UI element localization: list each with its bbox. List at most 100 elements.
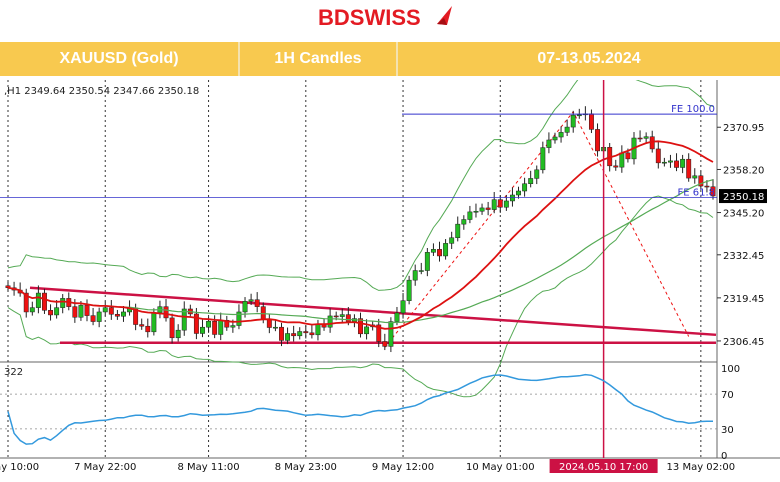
bull-candle [406,279,412,301]
brand-logo: BDSWISS [318,5,452,30]
bull-candle [102,307,108,313]
chart-background [0,80,717,482]
bear-candle [309,332,315,336]
bull-candle [455,223,461,238]
bear-candle [345,314,351,322]
moving-averages [7,140,714,330]
price-tick-label: 2319.45 [723,294,764,305]
time-marker-badge [549,459,658,473]
bull-candle [418,270,424,272]
bull-candle [467,211,473,220]
bull-candle [29,307,35,313]
bull-candle [364,326,370,335]
bear-candle [48,310,53,316]
bull-candle [400,300,406,314]
price-tick-label: 2306.45 [723,337,764,348]
bear-candle [595,129,600,152]
bear-candle [358,318,363,335]
bull-candle [206,320,212,328]
bear-candle [108,307,114,315]
price-tick-label: 2370.95 [723,123,764,134]
bull-candle [528,178,534,184]
fibo-level-label: FE 61.8 [677,188,715,199]
bull-candle [200,326,205,334]
time-tick-label: 13 May 02:00 [667,462,736,473]
bear-candle [139,324,145,327]
chart-banner: XAUUSD (Gold) 1H Candles 07-13.05.2024 [0,42,780,76]
bull-candle [552,136,558,141]
bear-candle [254,299,260,307]
bear-candle [23,292,29,313]
time-tick-label: 9 May 12:00 [372,462,434,473]
current-price-badge [719,189,767,204]
bull-candle [570,114,576,128]
date-range-label: 07-13.05.2024 [537,50,641,67]
bull-candle [35,292,41,308]
bull-candle [461,219,467,225]
timeframe-label: 1H Candles [274,50,362,67]
bear-candle [114,314,120,317]
bear-candle [145,325,151,333]
lower-band-line [7,195,714,398]
bear-candle [704,185,710,188]
bull-candle [297,331,303,337]
bull-candle [242,301,248,313]
bull-candle [473,210,479,213]
bear-candle [84,305,90,316]
time-tick-label: 8 May 23:00 [275,462,337,473]
bull-candle [680,158,686,168]
fast-ma-line [7,140,714,330]
envelope-bands [7,80,714,398]
bull-candle [412,270,418,281]
rsi-tick-label: 30 [721,425,734,436]
bear-candle [382,341,388,347]
chart-grid [0,80,780,459]
bull-candle [503,200,509,208]
bull-candle [248,299,254,302]
bull-candle [388,321,394,347]
price-tick-label: 2358.20 [723,165,764,176]
bull-candle [516,190,521,196]
banner-divider [238,42,240,76]
bull-candle [60,298,66,308]
bull-candle [424,252,430,271]
bull-candle [558,132,564,138]
bull-candle [661,161,667,164]
bear-candle [72,306,78,318]
bull-candle [534,169,540,179]
bull-candle [522,183,528,192]
bear-candle [625,152,631,160]
bear-candle [613,165,619,168]
bear-candle [485,207,491,210]
fibonacci-expansion: FE 100.0 FE 61.8 [0,80,717,458]
price-tick-label: 2345.20 [723,209,764,220]
bear-candle [376,324,382,342]
fibo-level-label: FE 100.0 [671,104,715,115]
bull-candle [339,314,345,317]
rsi-line [7,373,713,445]
bull-candle [692,175,698,179]
bear-candle [588,113,594,130]
swoosh-icon [437,6,452,25]
bear-candle [655,148,661,164]
bear-candle [5,285,11,289]
bull-candle [96,311,102,322]
rsi-label: 322 [4,367,23,378]
bull-candle [430,249,436,253]
bull-candle [668,160,673,163]
bull-candle [576,114,582,117]
bear-candle [686,158,692,179]
bull-candle [121,311,126,317]
bear-candle [193,313,199,334]
bear-candle [674,160,679,168]
time-tick-label: 8 May 11:00 [177,462,239,473]
bull-candle [272,326,278,329]
bull-candle [564,126,570,133]
time-axis: 7 May 10:00 7 May 22:00 8 May 11:00 8 May 2… [0,459,735,473]
bull-candle [546,139,552,148]
upper-band-line [7,80,714,291]
rsi-panel: 100 70 30 0 [0,364,740,462]
bull-candle [151,312,157,333]
bear-candle [169,317,175,339]
bull-candle [643,136,649,139]
